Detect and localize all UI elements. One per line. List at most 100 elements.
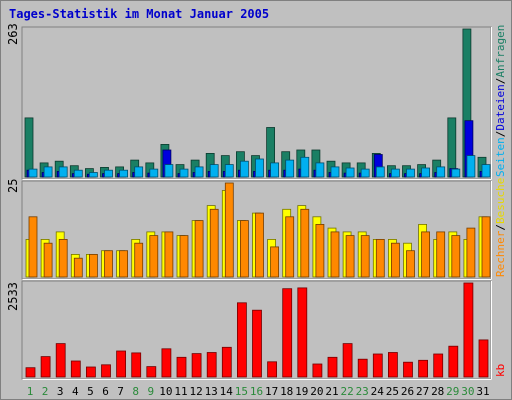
bar-top-seiten-day-20 bbox=[315, 162, 325, 178]
bar-top-seiten-day-13 bbox=[209, 164, 219, 178]
bar-bottom-kb-day-28 bbox=[433, 353, 444, 378]
bar-middle-rechner-day-22 bbox=[345, 235, 355, 278]
bar-middle-rechner-day-20 bbox=[315, 223, 325, 278]
bar-middle-rechner-day-11 bbox=[179, 235, 189, 278]
bar-middle-rechner-day-16 bbox=[255, 212, 264, 278]
bar-top-seiten-day-3 bbox=[58, 166, 68, 178]
bar-middle-rechner-day-24 bbox=[375, 238, 385, 278]
bar-bottom-kb-day-22 bbox=[342, 343, 353, 378]
bar-top-seiten-day-31 bbox=[481, 164, 491, 178]
bar-top-seiten-day-11 bbox=[179, 168, 189, 178]
x-tick-label-7: 7 bbox=[117, 385, 124, 398]
x-tick-label-25: 25 bbox=[386, 385, 399, 398]
bar-top-seiten-day-4 bbox=[73, 169, 83, 178]
bar-top-anfragen-day-1 bbox=[24, 117, 34, 178]
bar-middle-rechner-day-8 bbox=[134, 242, 144, 278]
bar-middle-rechner-day-3 bbox=[58, 238, 68, 278]
bar-middle-rechner-day-23 bbox=[360, 235, 370, 278]
bar-bottom-kb-day-30 bbox=[463, 282, 474, 378]
bottom-legend: kb bbox=[494, 364, 507, 377]
bar-bottom-kb-day-18 bbox=[282, 288, 293, 378]
x-tick-label-18: 18 bbox=[280, 385, 293, 398]
bar-top-seiten-day-6 bbox=[104, 169, 113, 178]
bar-middle-rechner-day-26 bbox=[406, 250, 415, 278]
x-tick-label-1: 1 bbox=[27, 385, 34, 398]
bar-bottom-kb-day-6 bbox=[101, 364, 111, 378]
bar-bottom-kb-day-31 bbox=[478, 339, 489, 378]
bar-middle-rechner-day-15 bbox=[239, 220, 249, 278]
top-y-max-label: 263 bbox=[6, 23, 20, 45]
x-tick-label-12: 12 bbox=[189, 385, 202, 398]
bar-top-seiten-day-14 bbox=[224, 164, 234, 178]
legend-besuche: Besuche bbox=[494, 178, 507, 224]
bar-top-seiten-day-29 bbox=[451, 168, 461, 178]
bar-bottom-kb-day-3 bbox=[55, 343, 66, 378]
bar-middle-rechner-day-10 bbox=[164, 231, 174, 278]
bar-middle-rechner-day-17 bbox=[270, 246, 280, 278]
x-tick-label-5: 5 bbox=[87, 385, 94, 398]
bar-bottom-kb-day-2 bbox=[40, 356, 51, 378]
x-tick-labels: 1 2 3 4 5 6 7 8 9 10 11 12 13 14 15 16 17 18 19 20 21 22 23 24 2… bbox=[27, 385, 490, 398]
x-tick-label-24: 24 bbox=[371, 385, 385, 398]
legend-separator: / bbox=[494, 78, 507, 85]
bar-top-seiten-day-24 bbox=[375, 166, 385, 178]
bar-top-anfragen-day-29 bbox=[447, 117, 457, 178]
bar-middle-rechner-day-2 bbox=[43, 242, 53, 278]
legend-rechner: Rechner bbox=[494, 230, 507, 277]
x-tick-label-4: 4 bbox=[72, 385, 79, 398]
bar-bottom-kb-day-9 bbox=[146, 366, 157, 378]
x-tick-label-22: 22 bbox=[340, 385, 353, 398]
legend-separator: / bbox=[494, 224, 507, 231]
x-tick-label-2: 2 bbox=[42, 385, 49, 398]
bar-top-seiten-day-28 bbox=[436, 166, 446, 178]
chart-title: Tages-Statistik im Monat Januar 2005 bbox=[9, 7, 269, 21]
bar-bottom-kb-day-21 bbox=[327, 356, 338, 378]
x-tick-label-8: 8 bbox=[132, 385, 139, 398]
legend-kb: kb bbox=[494, 364, 507, 377]
bar-middle-rechner-day-25 bbox=[390, 242, 400, 278]
bar-middle-rechner-day-12 bbox=[194, 220, 204, 278]
middle-legend: Rechner/Besuche bbox=[494, 178, 507, 277]
bar-top-seiten-day-2 bbox=[43, 166, 53, 178]
bar-bottom-kb-day-5 bbox=[86, 366, 96, 378]
bar-middle-rechner-day-27 bbox=[421, 231, 431, 278]
bar-top-seiten-day-8 bbox=[134, 166, 144, 178]
bar-bottom-kb-day-11 bbox=[176, 356, 187, 378]
bar-top-seiten-day-25 bbox=[390, 168, 400, 178]
bar-middle-rechner-day-19 bbox=[300, 208, 310, 278]
bar-top-seiten-day-10 bbox=[164, 164, 174, 178]
x-tick-label-9: 9 bbox=[147, 385, 154, 398]
bar-bottom-kb-day-27 bbox=[418, 359, 429, 378]
bar-bottom-kb-day-23 bbox=[357, 358, 368, 378]
x-tick-label-26: 26 bbox=[401, 385, 414, 398]
bar-top-seiten-day-12 bbox=[194, 166, 204, 178]
x-tick-label-21: 21 bbox=[325, 385, 338, 398]
bar-top-seiten-day-15 bbox=[239, 160, 249, 178]
bar-bottom-kb-day-29 bbox=[448, 345, 459, 378]
bar-middle-rechner-day-9 bbox=[149, 235, 159, 278]
bar-bottom-kb-day-4 bbox=[70, 360, 81, 378]
bottom-y-max-label: 2533 bbox=[6, 282, 20, 311]
panel-top-frame bbox=[21, 26, 492, 180]
x-tick-label-15: 15 bbox=[235, 385, 248, 398]
bar-top-seiten-day-18 bbox=[285, 159, 295, 178]
bar-bottom-kb-day-17 bbox=[267, 361, 278, 378]
bar-bottom-kb-day-8 bbox=[131, 352, 142, 378]
legend-seiten: Seiten bbox=[494, 137, 507, 177]
bar-top-seiten-day-16 bbox=[255, 158, 264, 178]
x-tick-label-29: 29 bbox=[446, 385, 459, 398]
bar-middle-rechner-day-7 bbox=[119, 250, 128, 278]
bar-bottom-kb-day-20 bbox=[312, 363, 323, 378]
bar-bottom-kb-day-14 bbox=[221, 346, 232, 378]
bar-middle-rechner-day-28 bbox=[436, 231, 446, 278]
bar-top-seiten-day-9 bbox=[149, 168, 159, 178]
x-tick-label-20: 20 bbox=[310, 385, 323, 398]
bar-middle-rechner-day-6 bbox=[104, 250, 113, 278]
bar-middle-rechner-day-18 bbox=[285, 216, 295, 278]
bar-top-seiten-day-27 bbox=[421, 167, 431, 178]
bar-middle-rechner-day-21 bbox=[330, 231, 340, 278]
bar-top-seiten-day-7 bbox=[119, 169, 128, 178]
x-tick-label-11: 11 bbox=[174, 385, 187, 398]
